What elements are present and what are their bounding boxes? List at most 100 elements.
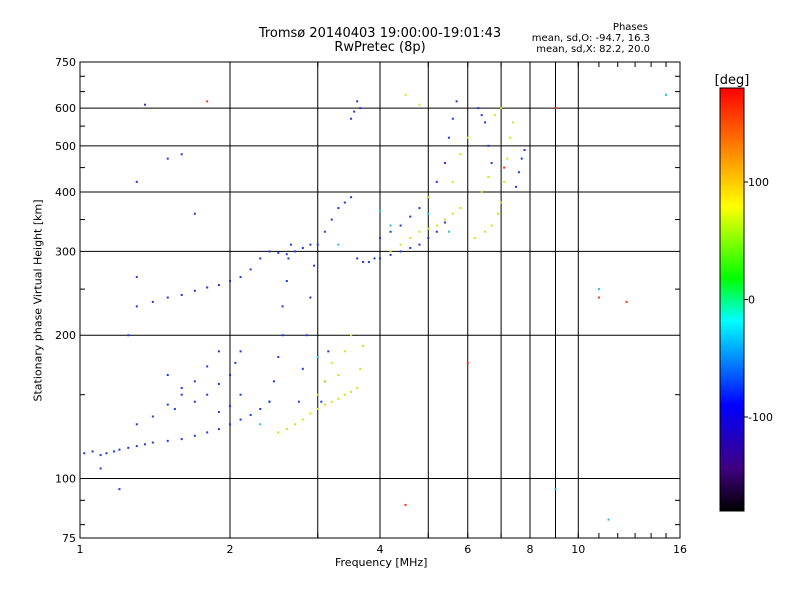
data-point — [459, 207, 462, 210]
data-point — [166, 439, 169, 442]
data-point — [451, 180, 454, 183]
x-tick-label: 1 — [77, 543, 84, 556]
data-point — [229, 405, 231, 408]
data-point — [487, 175, 490, 178]
data-point — [350, 334, 353, 337]
data-point — [217, 382, 220, 385]
data-point — [173, 407, 176, 410]
data-point — [105, 452, 108, 455]
data-point — [309, 243, 312, 246]
data-point — [484, 121, 487, 124]
data-point — [443, 162, 446, 165]
y-tick-label: 600 — [55, 102, 76, 115]
data-point — [180, 153, 183, 156]
data-point — [509, 136, 512, 139]
data-point — [217, 284, 220, 287]
data-point — [293, 423, 296, 426]
data-point — [313, 264, 316, 267]
data-point — [503, 166, 506, 169]
data-point — [180, 393, 183, 396]
colorbar-tick-label: 100 — [748, 176, 769, 189]
x-tick-label: 6 — [464, 543, 471, 556]
data-point — [316, 243, 319, 246]
data-point — [484, 230, 487, 233]
data-point — [277, 356, 280, 359]
data-point — [343, 201, 346, 204]
data-point — [443, 218, 446, 221]
data-point — [180, 386, 183, 389]
data-point — [193, 434, 196, 437]
data-point — [435, 224, 438, 227]
data-point — [389, 250, 392, 253]
data-point — [297, 400, 300, 403]
data-point — [343, 393, 346, 396]
data-point — [206, 393, 209, 396]
data-point — [285, 253, 288, 256]
colorbar — [719, 87, 745, 512]
data-point — [418, 243, 421, 246]
data-point — [500, 201, 503, 204]
data-point — [320, 400, 323, 403]
data-point — [249, 413, 252, 416]
data-point — [343, 350, 346, 353]
data-point — [217, 350, 220, 353]
data-point — [389, 230, 392, 233]
data-point — [353, 110, 356, 113]
colorbar-tick-label: -100 — [748, 411, 773, 424]
data-point — [166, 403, 169, 406]
data-point — [356, 100, 359, 103]
data-point — [404, 503, 407, 506]
data-point — [206, 365, 209, 368]
data-point — [523, 148, 526, 151]
x-tick-label: 4 — [377, 543, 384, 556]
data-point — [367, 261, 370, 264]
data-point — [166, 296, 169, 299]
data-point — [473, 237, 476, 240]
data-point — [330, 400, 333, 403]
y-tick-label: 100 — [55, 473, 76, 486]
data-point — [301, 418, 304, 421]
data-point — [229, 374, 231, 377]
data-point — [135, 180, 138, 183]
data-point — [399, 224, 402, 227]
data-point — [443, 221, 446, 224]
data-point — [193, 212, 196, 215]
data-point — [409, 215, 412, 218]
data-point — [480, 190, 483, 193]
data-point — [435, 230, 438, 233]
data-point — [285, 280, 288, 283]
data-point — [229, 280, 231, 283]
data-point — [512, 121, 515, 124]
data-point — [389, 224, 392, 227]
data-point — [447, 230, 450, 233]
data-point — [301, 367, 304, 370]
data-point — [259, 407, 262, 410]
y-tick-label: 300 — [55, 245, 76, 258]
data-point — [112, 450, 115, 453]
data-point — [362, 344, 365, 347]
data-point — [91, 450, 94, 453]
data-point — [127, 446, 130, 449]
data-point — [466, 361, 469, 364]
data-point — [389, 253, 392, 256]
data-point — [259, 257, 262, 260]
data-point — [337, 397, 340, 400]
data-point — [127, 334, 130, 337]
data-point — [217, 428, 220, 431]
data-point — [350, 390, 353, 393]
data-point — [193, 380, 196, 383]
data-point — [316, 407, 319, 410]
y-tick-label: 400 — [55, 186, 76, 199]
y-tick-label: 200 — [55, 329, 76, 342]
stats-x-mode: mean, sd,X: 82.2, 20.0 — [536, 44, 650, 55]
data-point — [206, 431, 209, 434]
data-point — [143, 103, 146, 106]
data-point — [337, 207, 340, 210]
data-point — [459, 153, 462, 156]
data-point — [99, 467, 102, 470]
data-point — [373, 257, 376, 260]
data-point — [135, 276, 138, 279]
data-point — [447, 136, 450, 139]
data-point — [404, 93, 407, 96]
data-point — [493, 114, 496, 117]
